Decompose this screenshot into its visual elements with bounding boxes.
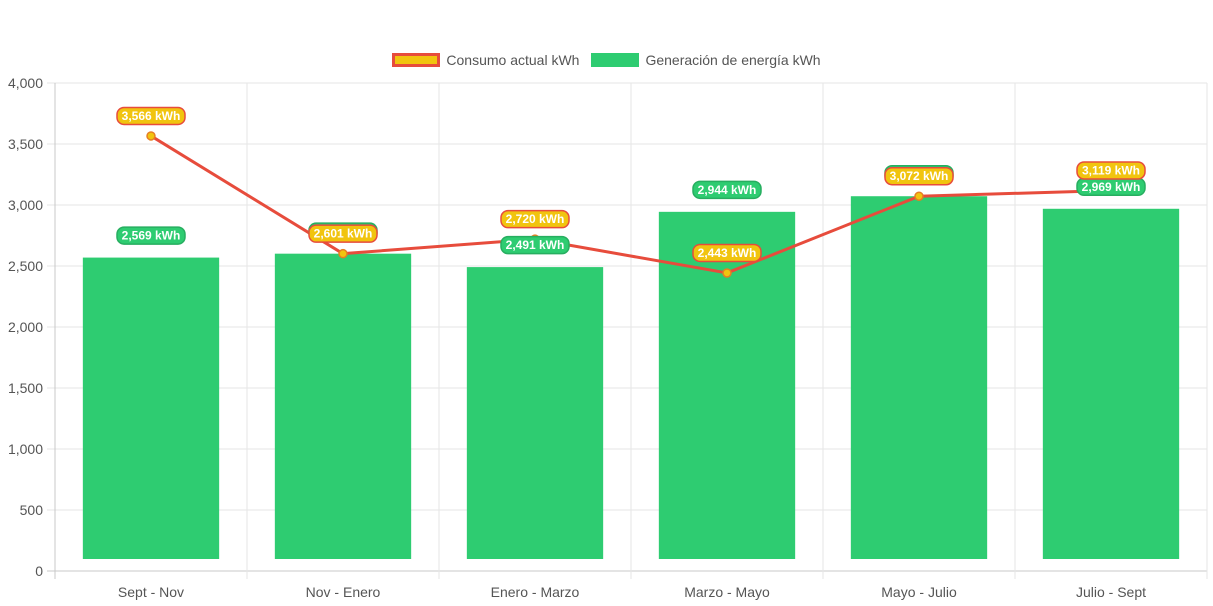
line-data-label-bg	[308, 224, 378, 243]
x-tick-label: Marzo - Mayo	[684, 584, 770, 600]
legend-swatch-consumo	[392, 53, 441, 67]
bar-data-label-bg	[692, 180, 762, 200]
bar-data-label: 2,944 kWh	[698, 183, 757, 197]
line-data-label-bg	[884, 166, 954, 186]
point-consumo	[914, 191, 924, 201]
y-tick-label: 3,000	[8, 197, 43, 213]
y-tick-label: 1,500	[8, 380, 43, 396]
line-data-label-bg	[1076, 161, 1146, 180]
bar-generacion	[466, 267, 604, 559]
legend-item-generacion[interactable]: Generación de energía kWh	[591, 52, 821, 68]
x-tick-label: Nov - Enero	[306, 584, 381, 600]
y-tick-label: 3,500	[8, 136, 43, 152]
y-tick-label: 0	[35, 563, 43, 579]
x-tick-label: Enero - Marzo	[491, 584, 580, 600]
x-tick-label: Mayo - Julio	[881, 584, 957, 600]
bar-data-label-bg	[500, 235, 570, 255]
legend-label-consumo: Consumo actual kWh	[446, 52, 580, 68]
bar-data-label: 2,491 kWh	[506, 238, 565, 252]
y-tick-label: 2,000	[8, 319, 43, 335]
y-tick-label: 500	[20, 502, 44, 518]
x-tick-label: Julio - Sept	[1076, 584, 1146, 600]
bar-generacion	[1042, 208, 1180, 560]
legend: Consumo actual kWh Generación de energía…	[0, 52, 1213, 68]
y-tick-label: 1,000	[8, 441, 43, 457]
line-data-label-bg	[500, 209, 570, 229]
y-tick-label: 4,000	[8, 75, 43, 91]
y-tick-label: 2,500	[8, 258, 43, 274]
line-data-label: 2,601 kWh	[314, 227, 373, 241]
line-data-label-bg	[692, 243, 762, 263]
point-consumo	[338, 248, 348, 259]
bar-generacion	[274, 253, 412, 560]
legend-item-consumo[interactable]: Consumo actual kWh	[392, 52, 579, 68]
legend-swatch-generacion	[591, 53, 640, 67]
point-consumo	[146, 131, 156, 141]
bar-data-label: 2,969 kWh	[1082, 180, 1141, 194]
bar-data-label-bg	[116, 226, 186, 245]
line-data-label-bg	[116, 106, 186, 126]
x-tick-label: Sept - Nov	[118, 584, 184, 600]
legend-label-generacion: Generación de energía kWh	[645, 52, 821, 68]
line-data-label: 3,072 kWh	[890, 169, 949, 183]
line-data-label: 3,566 kWh	[122, 109, 181, 123]
line-data-label: 2,443 kWh	[698, 246, 757, 260]
bar-data-label: 2,569 kWh	[122, 229, 181, 243]
line-data-label: 2,720 kWh	[506, 212, 565, 226]
bar-generacion	[82, 257, 220, 559]
bar-generacion	[850, 196, 988, 559]
line-data-label: 3,119 kWh	[1082, 163, 1140, 177]
point-consumo	[722, 268, 732, 278]
